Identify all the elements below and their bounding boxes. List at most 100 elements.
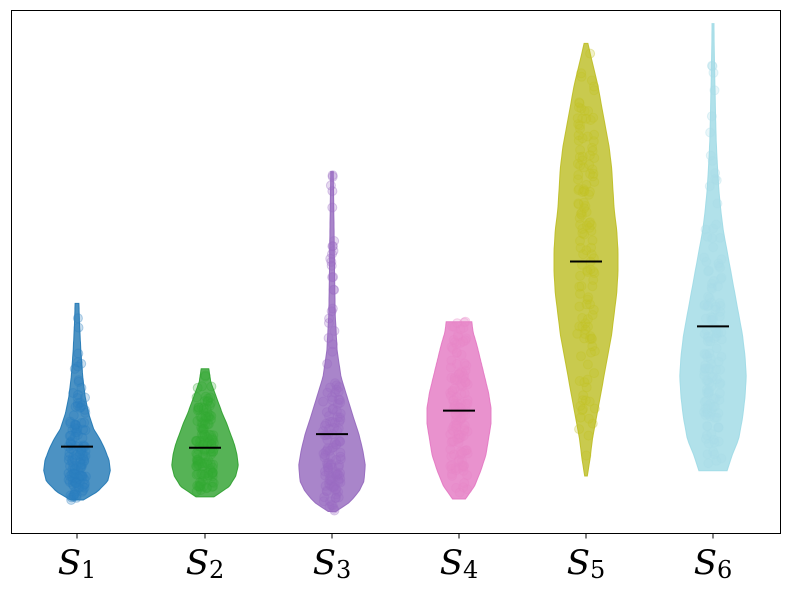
jitter-point (459, 424, 470, 434)
jitter-point (73, 376, 84, 387)
jitter-point (716, 272, 727, 283)
jitter-point (325, 416, 335, 427)
jitter-point (716, 351, 727, 362)
jitter-point (325, 480, 335, 491)
jitter-point (458, 336, 469, 347)
jitter-point (586, 75, 597, 86)
jitter-point (197, 425, 208, 436)
jitter-point (205, 443, 216, 454)
jitter-point (324, 318, 334, 328)
jitter-point (704, 348, 715, 359)
jitter-point (445, 362, 456, 373)
jitter-point (699, 252, 710, 263)
jitter-point (446, 460, 457, 471)
jitter-point (191, 448, 202, 459)
jitter-point (576, 207, 587, 218)
jitter-point (453, 416, 464, 427)
jitter-point (198, 439, 209, 450)
jitter-point (329, 284, 340, 295)
jitter-point (335, 473, 346, 484)
jitter-point (579, 377, 590, 388)
jitter-point (585, 115, 596, 125)
jitter-point (573, 170, 584, 180)
jitter-point (457, 456, 467, 467)
jitter-point (79, 482, 90, 493)
jitter-point (201, 403, 212, 414)
jitter-point (207, 467, 218, 478)
jitter-point (197, 450, 208, 461)
jitter-point (207, 477, 218, 488)
jitter-point (77, 449, 88, 460)
jitter-point (206, 411, 217, 421)
jitter-point (453, 437, 464, 448)
jitter-point (65, 430, 76, 441)
jitter-point (72, 313, 83, 324)
jitter-point (587, 418, 598, 429)
jitter-point (63, 455, 74, 466)
jitter-point (710, 401, 720, 412)
jitter-point (331, 467, 342, 478)
jitter-point (207, 433, 218, 444)
jitter-point (445, 429, 456, 440)
jitter-point (329, 437, 340, 448)
jitter-point (320, 446, 331, 457)
jitter-point (197, 418, 208, 429)
jitter-point (326, 392, 337, 402)
jitter-point (452, 398, 463, 409)
jitter-point (460, 377, 471, 388)
jitter-point (589, 268, 600, 279)
jitter-point (450, 465, 461, 476)
jitter-point (586, 347, 596, 358)
jitter-point (328, 272, 339, 282)
jitter-point (204, 429, 215, 440)
jitter-point (575, 209, 586, 219)
jitter-point (574, 97, 585, 108)
jitter-point (334, 436, 345, 447)
jitter-point (451, 422, 462, 433)
jitter-point (325, 452, 336, 462)
x-tick-label-base: S (186, 543, 209, 583)
jitter-point (580, 201, 591, 211)
jitter-point (577, 405, 588, 416)
jitter-point (70, 419, 81, 430)
jitter-point (197, 476, 208, 487)
jitter-point (191, 461, 202, 472)
jitter-point (332, 469, 343, 480)
jitter-point (716, 334, 727, 345)
jitter-point (574, 281, 585, 292)
jitter-point (448, 335, 459, 345)
jitter-point (202, 457, 212, 468)
jitter-point (333, 386, 344, 397)
jitter-point (705, 127, 716, 138)
jitter-point (328, 245, 339, 256)
jitter-point (462, 470, 473, 481)
jitter-point (699, 396, 710, 407)
jitter-point (716, 254, 727, 265)
jitter-point (207, 462, 218, 473)
jitter-point (575, 242, 586, 253)
jitter-point (576, 210, 587, 221)
jitter-point (72, 357, 83, 368)
jitter-point (70, 476, 81, 487)
jitter-point (205, 392, 216, 403)
jitter-point (713, 422, 724, 433)
jitter-point (76, 400, 87, 411)
jitter-point (454, 402, 465, 413)
jitter-point (326, 476, 337, 487)
jitter-point (66, 492, 77, 503)
jitter-point (456, 349, 467, 360)
jitter-point (578, 197, 589, 208)
jitter-point (192, 455, 203, 466)
jitter-point (208, 430, 219, 441)
jitter-point (708, 393, 719, 404)
jitter-point (451, 415, 461, 426)
jitter-point (67, 472, 78, 483)
jitter-point (319, 420, 330, 431)
jitter-point (707, 155, 718, 166)
jitter-point (202, 473, 213, 484)
jitter-point (324, 501, 335, 512)
x-tick-label-subscript: 5 (590, 556, 605, 584)
jitter-point (451, 347, 462, 358)
x-tick-label-base: S (58, 543, 81, 583)
jitter-point (334, 460, 345, 471)
